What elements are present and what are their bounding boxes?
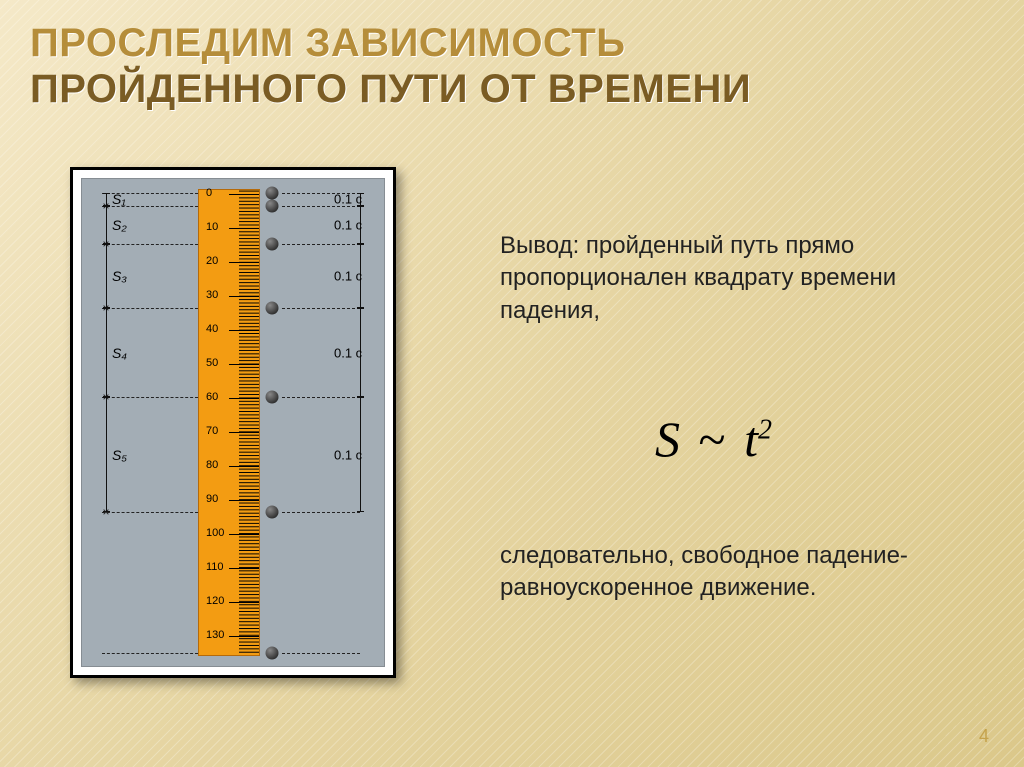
ruler-number: 90 bbox=[206, 493, 218, 505]
ruler-number: 80 bbox=[206, 459, 218, 471]
slide-number: 4 bbox=[979, 726, 989, 747]
ruler-number: 130 bbox=[206, 629, 224, 641]
slide: Проследим зависимость пройденного пути о… bbox=[0, 0, 1024, 767]
ruler-number: 120 bbox=[206, 595, 224, 607]
left-bracket bbox=[106, 244, 107, 308]
time-label: 0.1 c bbox=[334, 217, 362, 232]
slide-title: Проследим зависимость пройденного пути о… bbox=[30, 20, 994, 112]
time-label: 0.1 c bbox=[334, 269, 362, 284]
title-line-1: Проследим зависимость bbox=[30, 20, 994, 66]
divider-dash bbox=[102, 308, 198, 310]
formula-lhs: S bbox=[655, 411, 680, 467]
divider-dash bbox=[282, 397, 360, 399]
ruler-number: 60 bbox=[206, 391, 218, 403]
ball-marker bbox=[266, 302, 279, 315]
divider-dash bbox=[102, 653, 198, 655]
formula: S ~ t2 bbox=[655, 410, 772, 468]
title-line-2: пройденного пути от времени bbox=[30, 66, 994, 112]
divider-dash bbox=[282, 308, 360, 310]
segment-label: S₂ bbox=[112, 217, 127, 233]
formula-rel: ~ bbox=[693, 411, 732, 467]
ball-marker bbox=[266, 647, 279, 660]
conclusion-text: Вывод: пройденный путь прямо пропорциона… bbox=[500, 230, 980, 327]
experiment-figure: 0102030405060708090100110120130×××××S₁0.… bbox=[70, 167, 396, 678]
ruler-number: 30 bbox=[206, 289, 218, 301]
ruler-number: 0 bbox=[206, 187, 212, 199]
left-bracket bbox=[106, 308, 107, 397]
divider-dash bbox=[282, 512, 360, 514]
segment-label: S₁ bbox=[112, 191, 126, 207]
therefore-text: следовательно, свободное падение- равноу… bbox=[500, 540, 980, 605]
ruler-number: 110 bbox=[206, 561, 224, 573]
formula-rhs-exp: 2 bbox=[758, 414, 772, 445]
formula-rhs-base: t bbox=[744, 411, 758, 467]
time-label: 0.1 c bbox=[334, 447, 362, 462]
ruler-number: 20 bbox=[206, 255, 218, 267]
divider-dash bbox=[102, 512, 198, 514]
ruler-number: 70 bbox=[206, 425, 218, 437]
segment-label: S₅ bbox=[112, 447, 127, 463]
figure-frame: 0102030405060708090100110120130×××××S₁0.… bbox=[81, 178, 385, 667]
ball-marker bbox=[266, 391, 279, 404]
ball-marker bbox=[266, 199, 279, 212]
ball-marker bbox=[266, 187, 279, 200]
divider-dash bbox=[102, 244, 198, 246]
segment-label: S₃ bbox=[112, 268, 127, 284]
ruler-ticks-major bbox=[229, 194, 259, 655]
segment-label: S₄ bbox=[112, 345, 127, 361]
ball-marker bbox=[266, 238, 279, 251]
left-bracket bbox=[106, 206, 107, 244]
ball-marker bbox=[266, 506, 279, 519]
left-bracket bbox=[106, 193, 107, 206]
time-label: 0.1 c bbox=[334, 192, 362, 207]
divider-dash bbox=[102, 397, 198, 399]
time-label: 0.1 c bbox=[334, 345, 362, 360]
ruler-number: 40 bbox=[206, 323, 218, 335]
ruler-number: 10 bbox=[206, 221, 218, 233]
left-bracket bbox=[106, 397, 107, 512]
ruler-number: 50 bbox=[206, 357, 218, 369]
ruler-number: 100 bbox=[206, 527, 224, 539]
divider-dash bbox=[282, 244, 360, 246]
divider-dash bbox=[282, 653, 360, 655]
